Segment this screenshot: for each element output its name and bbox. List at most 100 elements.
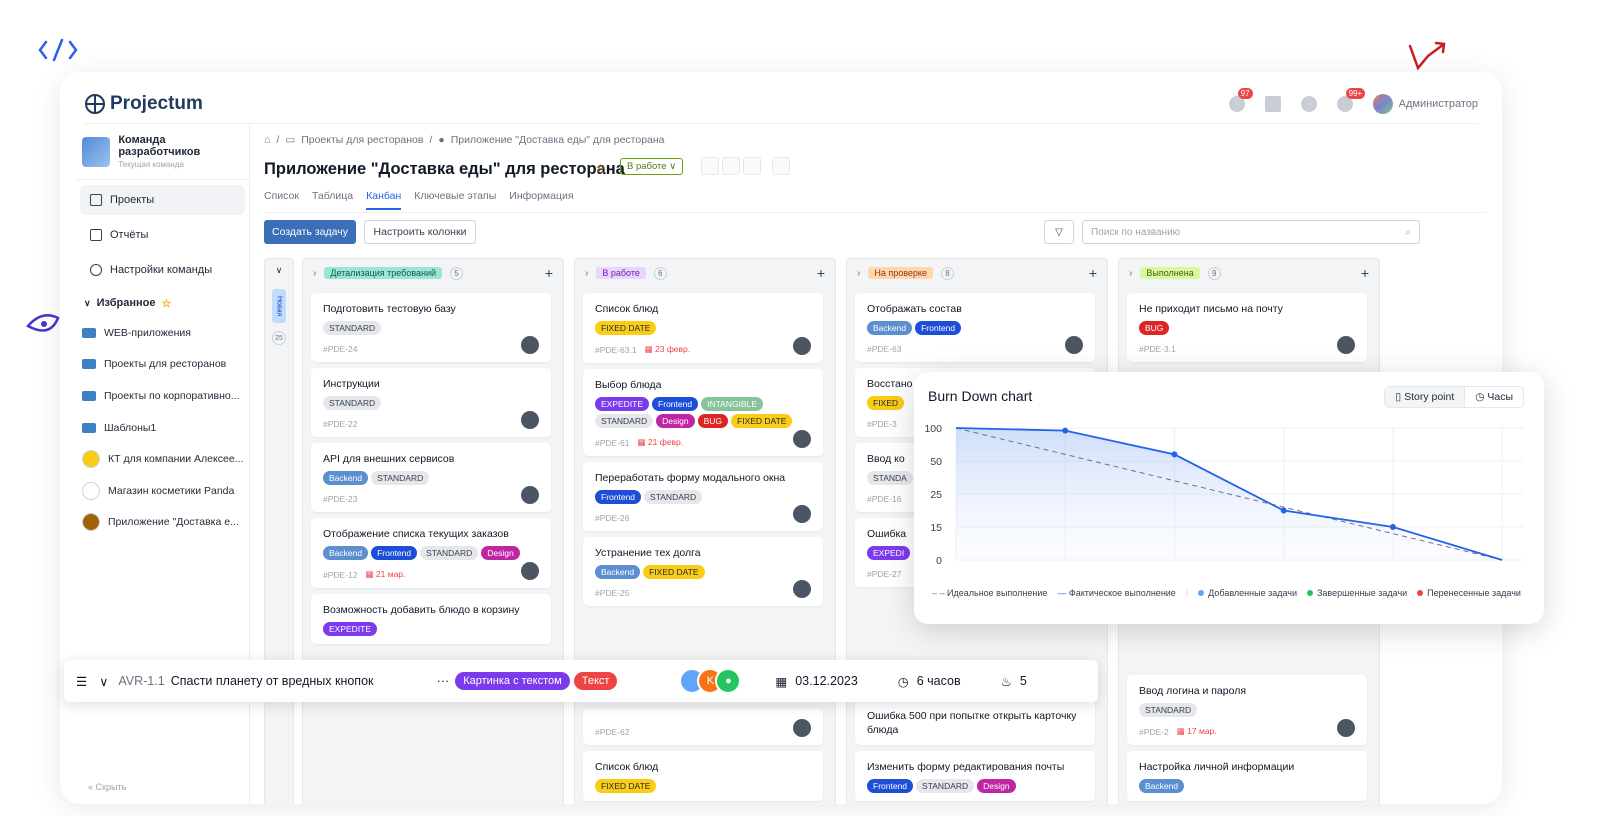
data-point	[1171, 451, 1178, 458]
add-card-icon[interactable]: +	[1088, 265, 1097, 281]
task-card[interactable]: #PDE-62	[583, 709, 823, 745]
toggle-story-point[interactable]: ▯ Story point	[1385, 387, 1466, 407]
search-icon[interactable]: ⌕	[1405, 226, 1411, 238]
task-card[interactable]: Отображать состав Backend Frontend #PDE-63	[855, 293, 1095, 362]
chevron-down-icon[interactable]: ∨	[99, 674, 109, 689]
breadcrumb-link[interactable]: Проекты для ресторанов	[301, 134, 424, 146]
column-title: В работе	[596, 267, 646, 279]
avatar	[1065, 336, 1083, 354]
tab-list[interactable]: Список	[264, 190, 299, 202]
link-icon[interactable]	[701, 157, 719, 175]
add-card-icon[interactable]: +	[1360, 265, 1369, 281]
card-tag: Backend	[323, 546, 369, 560]
sidebar-favorite-item[interactable]: Проекты по корпоративно...	[76, 380, 249, 412]
sidebar-item-team-settings[interactable]: Настройки команды	[80, 255, 245, 285]
card-id: #PDE-3	[867, 419, 897, 429]
tab-info[interactable]: Информация	[509, 190, 574, 202]
team-switcher[interactable]: Команда разработчиков Текущая команда	[76, 124, 249, 180]
task-card[interactable]: Настройка личной информации Backend	[1127, 751, 1367, 801]
sidebar-favorite-item[interactable]: Магазин косметики Panda	[76, 475, 249, 507]
collapsed-column[interactable]: ∨ Новая 25	[264, 258, 294, 804]
task-card[interactable]: Отображение списка текущих заказов Backen…	[311, 518, 551, 588]
toggle-hours[interactable]: ◷ Часы	[1475, 391, 1513, 403]
search-input[interactable]: Поиск по названию ⌕	[1082, 220, 1420, 244]
chevron-down-icon[interactable]: ∨	[275, 265, 283, 275]
favorites-header[interactable]: ∨ Избранное ☆	[76, 289, 249, 317]
task-card[interactable]: Список блюд FIXED DATE	[583, 751, 823, 801]
card-title: Переработать форму модального окна	[595, 472, 786, 484]
apps-grid-icon[interactable]	[1264, 95, 1281, 112]
sidebar-favorite-item[interactable]: Приложение "Доставка е...	[76, 507, 249, 539]
task-card[interactable]: Ошибка 500 при попытке открыть карточку …	[855, 700, 1095, 745]
card-tag: Frontend	[595, 490, 642, 504]
column-label: Новая	[272, 289, 286, 323]
add-card-icon[interactable]: +	[544, 265, 553, 281]
task-card[interactable]: Возможность добавить блюдо в корзину EXPE…	[311, 594, 551, 644]
column-title: Детализация требований	[324, 267, 443, 279]
tab-milestones[interactable]: Ключевые этапы	[414, 190, 497, 202]
users-icon[interactable]	[722, 157, 740, 175]
task-card[interactable]: Список блюд FIXED DATE #PDE-63.1 ▦ 23 февр.	[583, 293, 823, 363]
card-title: Отображение списка текущих заказов	[323, 528, 509, 540]
sidebar-favorite-item[interactable]: КТ для компании Алексее...	[76, 443, 249, 475]
column-count: 8	[940, 266, 954, 280]
double-chevron-left-icon: «	[88, 782, 94, 792]
card-title: Изменить форму редактирования почты	[867, 761, 1065, 773]
task-card[interactable]: API для внешних сервисов Backend STANDARD #…	[311, 443, 551, 512]
configure-columns-button[interactable]: Настроить колонки	[364, 220, 476, 244]
sidebar-favorite-item[interactable]: Шаблоны1	[76, 412, 249, 444]
home-icon[interactable]: ⌂	[264, 134, 271, 146]
task-card[interactable]: Выбор блюда EXPEDITE Frontend INTANGIBLE STA…	[583, 369, 823, 456]
task-points[interactable]: 5	[1019, 674, 1027, 688]
card-tag: BUG	[1139, 321, 1170, 335]
sidebar-item-reports[interactable]: Отчёты	[80, 220, 245, 250]
filter-icon[interactable]: ▽	[1044, 220, 1074, 244]
task-card[interactable]: Ввод логина и пароля STANDARD #PDE-2 ▦ 17 м…	[1127, 675, 1367, 745]
project-icon: ●	[438, 134, 445, 146]
task-card[interactable]: Инструкции STANDARD #PDE-22	[311, 368, 551, 437]
chevron-right-icon[interactable]: ›	[857, 267, 861, 279]
more-icon[interactable]: ···	[436, 674, 450, 688]
bell-icon[interactable]: 99+	[1336, 87, 1366, 112]
task-card[interactable]: Устранение тех долга Backend FIXED DATE #PD…	[583, 537, 823, 606]
task-card[interactable]: Подготовить тестовую базу STANDARD #PDE-24	[311, 293, 551, 362]
add-card-icon[interactable]: +	[816, 265, 825, 281]
task-quickbar[interactable]: ☰ ∨ AVR-1.1 Спасти планету от вредных кн…	[64, 660, 1098, 702]
card-id: #PDE-62	[595, 727, 630, 737]
card-id: #PDE-3.1	[1139, 344, 1176, 354]
user-menu[interactable]: Администратор	[1372, 93, 1478, 114]
drag-handle-icon[interactable]: ☰	[76, 674, 88, 689]
chevron-right-icon[interactable]: ›	[1129, 267, 1133, 279]
task-card[interactable]: Переработать форму модального окна Fronte…	[583, 462, 823, 531]
tab-kanban[interactable]: Канбан	[366, 190, 402, 210]
gear-icon[interactable]	[1300, 95, 1317, 112]
column-count: 25	[272, 331, 286, 345]
card-id: #PDE-26	[595, 513, 630, 523]
status-dropdown[interactable]: В работе ∨	[620, 158, 684, 175]
card-title: Возможность добавить блюдо в корзину	[323, 604, 520, 616]
task-tag: Картинка с текстом	[455, 672, 570, 690]
sidebar-favorite-item[interactable]: Проекты для ресторанов	[76, 349, 249, 381]
favorite-star-icon[interactable]: ☆	[594, 160, 607, 176]
tab-table[interactable]: Таблица	[311, 190, 354, 202]
task-title[interactable]: Спасти планету от вредных кнопок	[170, 674, 374, 688]
more-icon[interactable]	[772, 157, 790, 175]
kanban-column: › Детализация требований 5 + Подготовить…	[302, 258, 564, 804]
task-duration[interactable]: 6 часов	[916, 674, 961, 688]
task-card[interactable]: Изменить форму редактирования почты Front…	[855, 751, 1095, 801]
sidebar-favorite-item[interactable]: WEB-приложения	[76, 317, 249, 349]
team-subtitle: Текущая команда	[118, 160, 184, 169]
hide-sidebar-button[interactable]: « Скрыть	[88, 782, 126, 792]
create-task-button[interactable]: Создать задачу	[264, 220, 356, 244]
chevron-right-icon[interactable]: ›	[313, 267, 317, 279]
card-id: #PDE-24	[323, 344, 358, 354]
task-date[interactable]: 03.12.2023	[795, 674, 858, 688]
task-tag: Текст	[573, 672, 618, 690]
tasks-icon[interactable]: 97	[1228, 87, 1253, 112]
sidebar-item-projects[interactable]: Проекты	[80, 185, 245, 215]
task-card[interactable]: Не приходит письмо на почту BUG #PDE-3.1	[1127, 293, 1367, 362]
gear-icon[interactable]	[743, 157, 761, 175]
logo[interactable]: Projectum	[84, 93, 203, 115]
star-icon: ☆	[161, 297, 172, 310]
chevron-right-icon[interactable]: ›	[585, 267, 589, 279]
